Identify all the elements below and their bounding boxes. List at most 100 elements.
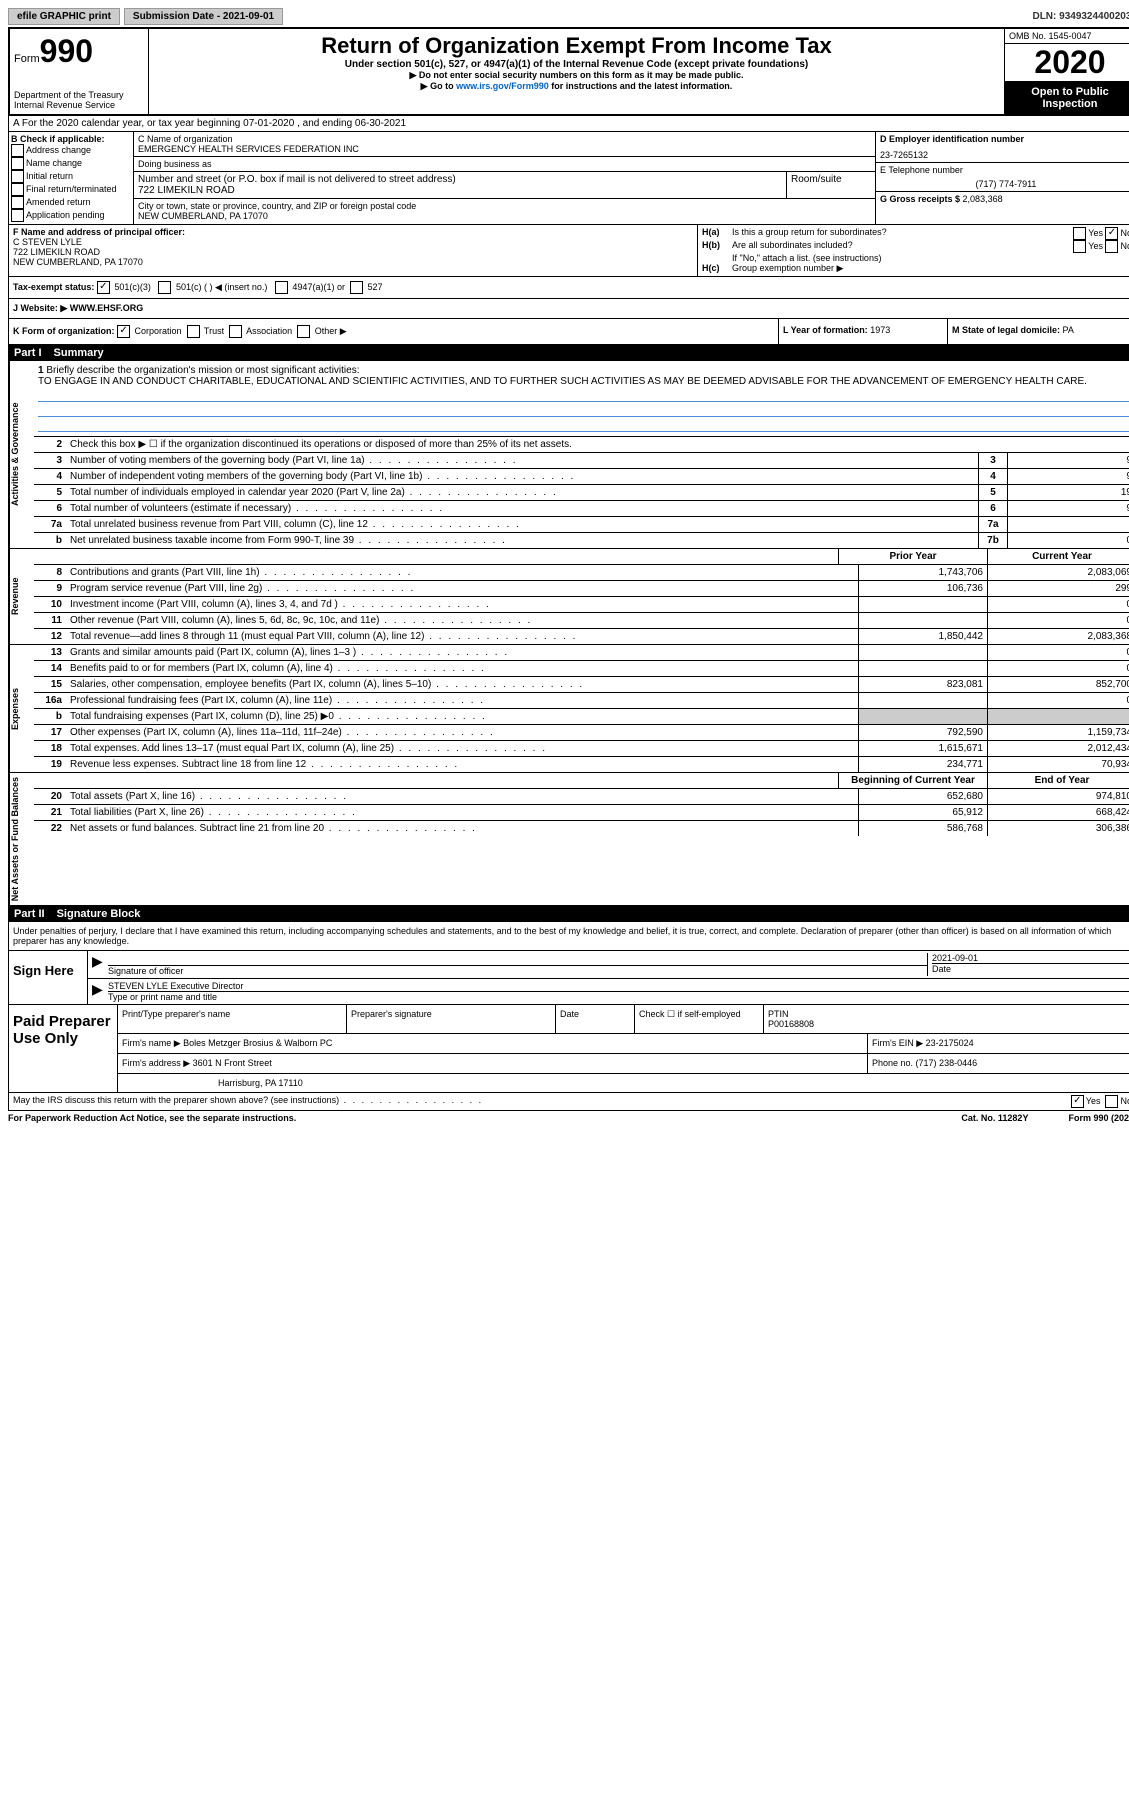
note-ssn: ▶ Do not enter social security numbers o… xyxy=(153,70,1000,81)
line-22: 22 Net assets or fund balances. Subtract… xyxy=(34,821,1129,836)
ein-cell: D Employer identification number 23-7265… xyxy=(876,132,1129,163)
note2-prefix: ▶ Go to xyxy=(421,81,456,91)
form-word: Form xyxy=(14,53,40,65)
signature-field[interactable]: Signature of officer xyxy=(108,953,927,976)
footer-right: Form 990 (2020) xyxy=(1068,1113,1129,1123)
opt-527: 527 xyxy=(367,282,382,292)
chk-trust[interactable] xyxy=(187,325,200,338)
line-10: 10 Investment income (Part VIII, column … xyxy=(34,597,1129,613)
efile-button[interactable]: efile GRAPHIC print xyxy=(8,8,120,25)
phone-cell: E Telephone number (717) 774-7911 xyxy=(876,163,1129,192)
discuss-text: May the IRS discuss this return with the… xyxy=(13,1095,1071,1108)
line-15: 15 Salaries, other compensation, employe… xyxy=(34,677,1129,693)
line-16a: 16a Professional fundraising fees (Part … xyxy=(34,693,1129,709)
line-19: 19 Revenue less expenses. Subtract line … xyxy=(34,757,1129,772)
ptin-value: P00168808 xyxy=(768,1019,1129,1029)
gov-line-b: b Net unrelated business taxable income … xyxy=(34,533,1129,548)
street-label: Number and street (or P.O. box if mail i… xyxy=(138,174,782,185)
chk-address-change[interactable]: Address change xyxy=(11,144,131,157)
line-12: 12 Total revenue—add lines 8 through 11 … xyxy=(34,629,1129,644)
ha-label: H(a) xyxy=(702,227,732,240)
ptin-cell: PTIN P00168808 xyxy=(764,1005,1129,1033)
governance-block: Activities & Governance 1 Briefly descri… xyxy=(8,361,1129,549)
hdr-current: Current Year xyxy=(987,549,1129,564)
m-value: PA xyxy=(1063,325,1074,335)
ein-label: D Employer identification number xyxy=(880,134,1129,144)
section-l: L Year of formation: 1973 xyxy=(779,319,948,344)
section-d: D Employer identification number 23-7265… xyxy=(876,132,1129,224)
i-label: Tax-exempt status: xyxy=(13,282,94,292)
form-title: Return of Organization Exempt From Incom… xyxy=(153,33,1000,59)
submission-date: Submission Date - 2021-09-01 xyxy=(124,8,283,25)
website-value: WWW.EHSF.ORG xyxy=(70,303,144,313)
phone-value: (717) 774-7911 xyxy=(880,179,1129,189)
hb-label: H(b) xyxy=(702,240,732,253)
underline-3 xyxy=(38,419,1129,432)
rev-header: Prior Year Current Year xyxy=(34,549,1129,565)
chk-amended[interactable]: Amended return xyxy=(11,196,131,209)
name-field: STEVEN LYLE Executive Director Type or p… xyxy=(108,981,1129,1002)
preparer-block: Paid Preparer Use Only Print/Type prepar… xyxy=(8,1005,1129,1093)
ptin-label: PTIN xyxy=(768,1009,1129,1019)
chk-501c3[interactable]: ✓ xyxy=(97,281,110,294)
gov-line-4: 4 Number of independent voting members o… xyxy=(34,469,1129,485)
declaration: Under penalties of perjury, I declare th… xyxy=(8,922,1129,951)
k-label: K Form of organization: xyxy=(13,326,115,336)
mission-text: TO ENGAGE IN AND CONDUCT CHARITABLE, EDU… xyxy=(38,376,1129,387)
firm-phone-label: Phone no. xyxy=(872,1058,916,1068)
b-label: B Check if applicable: xyxy=(11,134,131,144)
opt-other: Other ▶ xyxy=(315,326,347,336)
form-number: Form990 xyxy=(14,33,144,70)
line-20: 20 Total assets (Part X, line 16) 652,68… xyxy=(34,789,1129,805)
sig-date-field: 2021-09-01 Date xyxy=(927,953,1129,976)
line-21: 21 Total liabilities (Part X, line 26) 6… xyxy=(34,805,1129,821)
chk-4947[interactable] xyxy=(275,281,288,294)
vlabel-netassets: Net Assets or Fund Balances xyxy=(9,773,34,905)
chk-other[interactable] xyxy=(297,325,310,338)
chk-name-change[interactable]: Name change xyxy=(11,157,131,170)
netassets-block: Net Assets or Fund Balances Beginning of… xyxy=(8,773,1129,906)
vlabel-governance: Activities & Governance xyxy=(9,361,34,548)
discuss-row: May the IRS discuss this return with the… xyxy=(8,1093,1129,1111)
chk-527[interactable] xyxy=(350,281,363,294)
form-subtitle: Under section 501(c), 527, or 4947(a)(1)… xyxy=(153,59,1000,70)
chk-final-return[interactable]: Final return/terminated xyxy=(11,183,131,196)
firm-ein-label: Firm's EIN ▶ xyxy=(872,1038,926,1048)
chk-assoc[interactable] xyxy=(229,325,242,338)
hb-text: Are all subordinates included? xyxy=(732,240,1073,253)
note-link: ▶ Go to www.irs.gov/Form990 for instruct… xyxy=(153,81,1000,92)
section-h: H(a) Is this a group return for subordin… xyxy=(698,225,1129,276)
line-17: 17 Other expenses (Part IX, column (A), … xyxy=(34,725,1129,741)
chk-application-pending[interactable]: Application pending xyxy=(11,209,131,222)
chk-corp[interactable]: ✓ xyxy=(117,325,130,338)
arrow-icon-2: ▶ xyxy=(92,981,108,1002)
prep-row3: Firm's address ▶ 3601 N Front Street Pho… xyxy=(118,1054,1129,1074)
tax-year: 2020 xyxy=(1005,44,1129,82)
phone-label: E Telephone number xyxy=(880,165,1129,175)
dba-label: Doing business as xyxy=(138,159,871,169)
prep-row1: Print/Type preparer's name Preparer's si… xyxy=(118,1005,1129,1034)
form-header: Form990 Department of the Treasury Inter… xyxy=(8,27,1129,116)
opt-501c3: 501(c)(3) xyxy=(114,282,151,292)
l-value: 1973 xyxy=(870,325,890,335)
prep-name-label: Print/Type preparer's name xyxy=(118,1005,347,1033)
irs-link[interactable]: www.irs.gov/Form990 xyxy=(456,81,549,91)
part2-num: Part II xyxy=(14,908,45,920)
firm-ein: 23-2175024 xyxy=(926,1038,974,1048)
discuss-yesno: ✓Yes No xyxy=(1071,1095,1129,1108)
hb-yesno: Yes No xyxy=(1073,240,1129,253)
gross-value: 2,083,368 xyxy=(963,194,1003,204)
ha-text: Is this a group return for subordinates? xyxy=(732,227,1073,240)
gross-label: G Gross receipts $ xyxy=(880,194,963,204)
city-value: NEW CUMBERLAND, PA 17070 xyxy=(138,211,871,221)
chk-501c[interactable] xyxy=(158,281,171,294)
dept-treasury: Department of the Treasury Internal Reve… xyxy=(14,90,144,110)
firm-addr-cell: Firm's address ▶ 3601 N Front Street xyxy=(118,1054,868,1073)
sign-block: Sign Here ▶ Signature of officer 2021-09… xyxy=(8,951,1129,1005)
officer-print-name: STEVEN LYLE Executive Director xyxy=(108,981,1129,991)
prep-date-label: Date xyxy=(556,1005,635,1033)
expenses-block: Expenses 13 Grants and similar amounts p… xyxy=(8,645,1129,773)
chk-initial-return[interactable]: Initial return xyxy=(11,170,131,183)
j-label: J Website: ▶ xyxy=(13,303,67,313)
firm-addr2: Harrisburg, PA 17110 xyxy=(118,1074,1129,1092)
